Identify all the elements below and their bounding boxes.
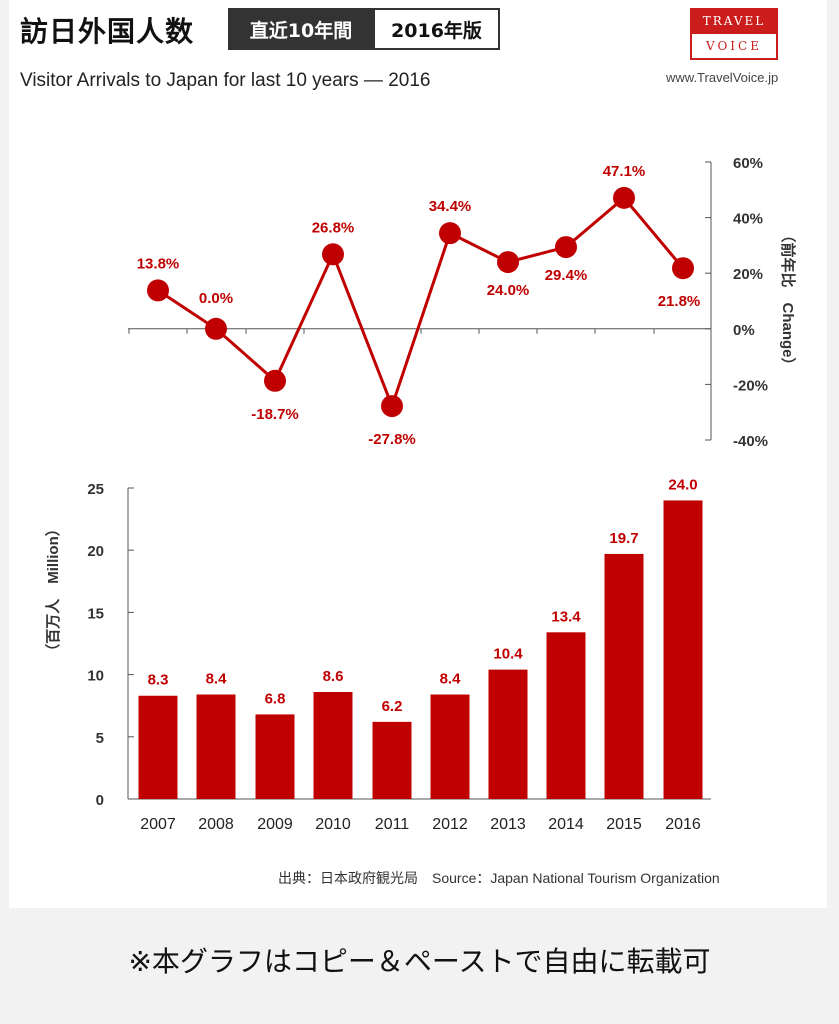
chart-subtitle: Visitor Arrivals to Japan for last 10 ye… [20, 70, 431, 91]
change-data-label: 0.0% [199, 290, 233, 307]
change-point [322, 243, 344, 266]
year-x-tick-label: 2011 [375, 816, 410, 833]
change-y-tick-label: 60% [733, 155, 763, 172]
bar-data-label: 6.8 [265, 690, 286, 707]
change-data-label: 29.4% [545, 267, 588, 284]
site-url[interactable]: www.TravelVoice.jp [666, 70, 779, 85]
bar-y-tick-label: 25 [87, 481, 104, 498]
bar-y-tick-label: 0 [96, 792, 104, 809]
change-point [264, 369, 286, 392]
arrivals-bar [313, 692, 353, 799]
change-point [672, 257, 694, 280]
arrivals-bar [138, 695, 178, 799]
page-title: 訪日外国人数 [20, 15, 195, 48]
change-point [613, 186, 635, 209]
bar-y-tick-label: 10 [87, 668, 104, 685]
charts-svg: 60% 40% 20% 0% -20% -40% 13.8% 0.0% -18.7% 26.8% -… [44, 155, 797, 833]
year-x-tick-label: 2015 [606, 816, 642, 833]
bar-data-label: 13.4 [551, 608, 581, 625]
arrivals-bar [546, 632, 586, 799]
change-point [439, 222, 461, 245]
source-note: 出典：日本政府観光局 Source：Japan National Tourism… [278, 870, 720, 886]
change-y-tick-label: 20% [733, 266, 763, 283]
arrivals-bar [663, 500, 703, 799]
arrivals-bar [255, 714, 295, 799]
edition-tag: 2016年版 [373, 8, 500, 50]
change-data-label: 26.8% [312, 219, 355, 236]
arrivals-bar [488, 669, 528, 799]
period-tag: 直近10年間 [228, 8, 374, 50]
bar-data-label: 10.4 [493, 646, 523, 663]
change-data-label: -27.8% [368, 431, 416, 448]
logo-top-text: TRAVEL [690, 8, 778, 34]
year-x-tick-label: 2012 [432, 816, 468, 833]
arrivals-bar [430, 694, 470, 799]
bar-data-label: 24.0 [668, 476, 697, 493]
year-x-tick-label: 2009 [257, 816, 293, 833]
change-point [147, 279, 169, 302]
bar-data-label: 8.4 [440, 671, 462, 688]
change-y-tick-label: 0% [733, 322, 755, 339]
arrivals-bar-chart: 25201510508.320078.420086.820098.620106.… [44, 476, 711, 833]
bar-y-tick-label: 20 [87, 543, 104, 560]
logo-bottom-text: VOICE [690, 34, 778, 60]
change-y-tick-label: -40% [733, 433, 768, 450]
arrivals-bar [372, 721, 412, 799]
bar-y-axis-title: （百万人 Million） [44, 521, 62, 659]
change-y-tick-label: 40% [733, 211, 763, 228]
change-series-line [157, 195, 685, 411]
change-point [497, 251, 519, 274]
bar-data-label: 6.2 [382, 698, 403, 715]
change-y-tick-label: -20% [733, 377, 768, 394]
change-data-label: 34.4% [429, 198, 472, 215]
change-point [381, 395, 403, 418]
change-data-label: -18.7% [251, 406, 299, 423]
footer-note: ※本グラフはコピー＆ペーストで自由に転載可 [128, 945, 711, 978]
change-point [555, 236, 577, 259]
year-x-tick-label: 2013 [490, 816, 526, 833]
bar-data-label: 19.7 [609, 530, 638, 547]
travel-voice-logo[interactable]: TRAVEL VOICE [690, 8, 778, 64]
arrivals-bar [604, 553, 644, 799]
change-y-axis-title: （前年比 Change） [779, 227, 797, 372]
bar-data-label: 8.3 [148, 672, 169, 689]
bar-data-label: 8.4 [206, 671, 228, 688]
year-x-tick-label: 2008 [198, 816, 234, 833]
year-x-tick-label: 2016 [665, 816, 701, 833]
bar-data-label: 8.6 [323, 668, 344, 685]
change-point [205, 317, 227, 340]
year-x-tick-label: 2014 [548, 816, 584, 833]
change-data-label: 13.8% [137, 255, 180, 272]
bar-y-tick-label: 5 [96, 730, 104, 747]
change-data-label: 47.1% [603, 163, 646, 180]
year-x-tick-label: 2010 [315, 816, 351, 833]
bar-y-tick-label: 15 [87, 605, 104, 622]
year-x-tick-label: 2007 [140, 816, 176, 833]
change-data-label: 24.0% [487, 282, 530, 299]
change-line-chart: 60% 40% 20% 0% -20% -40% 13.8% 0.0% -18.7% 26.8% -… [128, 155, 797, 450]
arrivals-bar [196, 694, 236, 799]
change-data-label: 21.8% [658, 293, 701, 310]
